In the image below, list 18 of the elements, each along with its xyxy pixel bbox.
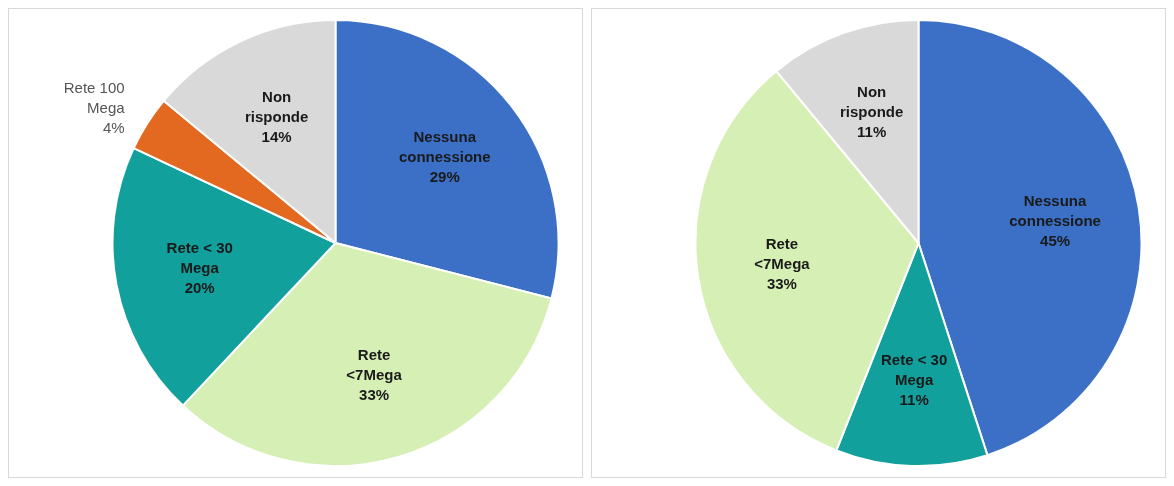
slice-label: Nessuna connessione: [1009, 191, 1101, 229]
data-label: 29%: [429, 168, 460, 186]
data-label: 45%: [1040, 231, 1071, 249]
data-label: 33%: [766, 274, 797, 292]
data-label: 20%: [184, 279, 215, 297]
slice-label: Nessuna connessione: [398, 128, 491, 166]
data-label: 11%: [899, 391, 929, 409]
slice-label: Rete < 30 Mega: [881, 351, 948, 389]
slice-label: Non risponde: [244, 88, 309, 126]
slice-label: Rete 100 Mega: [63, 79, 126, 117]
data-label: 4%: [102, 119, 125, 137]
slice-label: Rete <7Mega: [346, 345, 403, 383]
data-label: 11%: [857, 123, 887, 141]
data-label: 33%: [359, 385, 390, 403]
data-label: 14%: [261, 128, 292, 146]
slice-label: Non risponde: [839, 83, 904, 121]
slice-label: Rete < 30 Mega: [166, 239, 233, 277]
slice-label: Rete <7Mega: [754, 234, 811, 272]
